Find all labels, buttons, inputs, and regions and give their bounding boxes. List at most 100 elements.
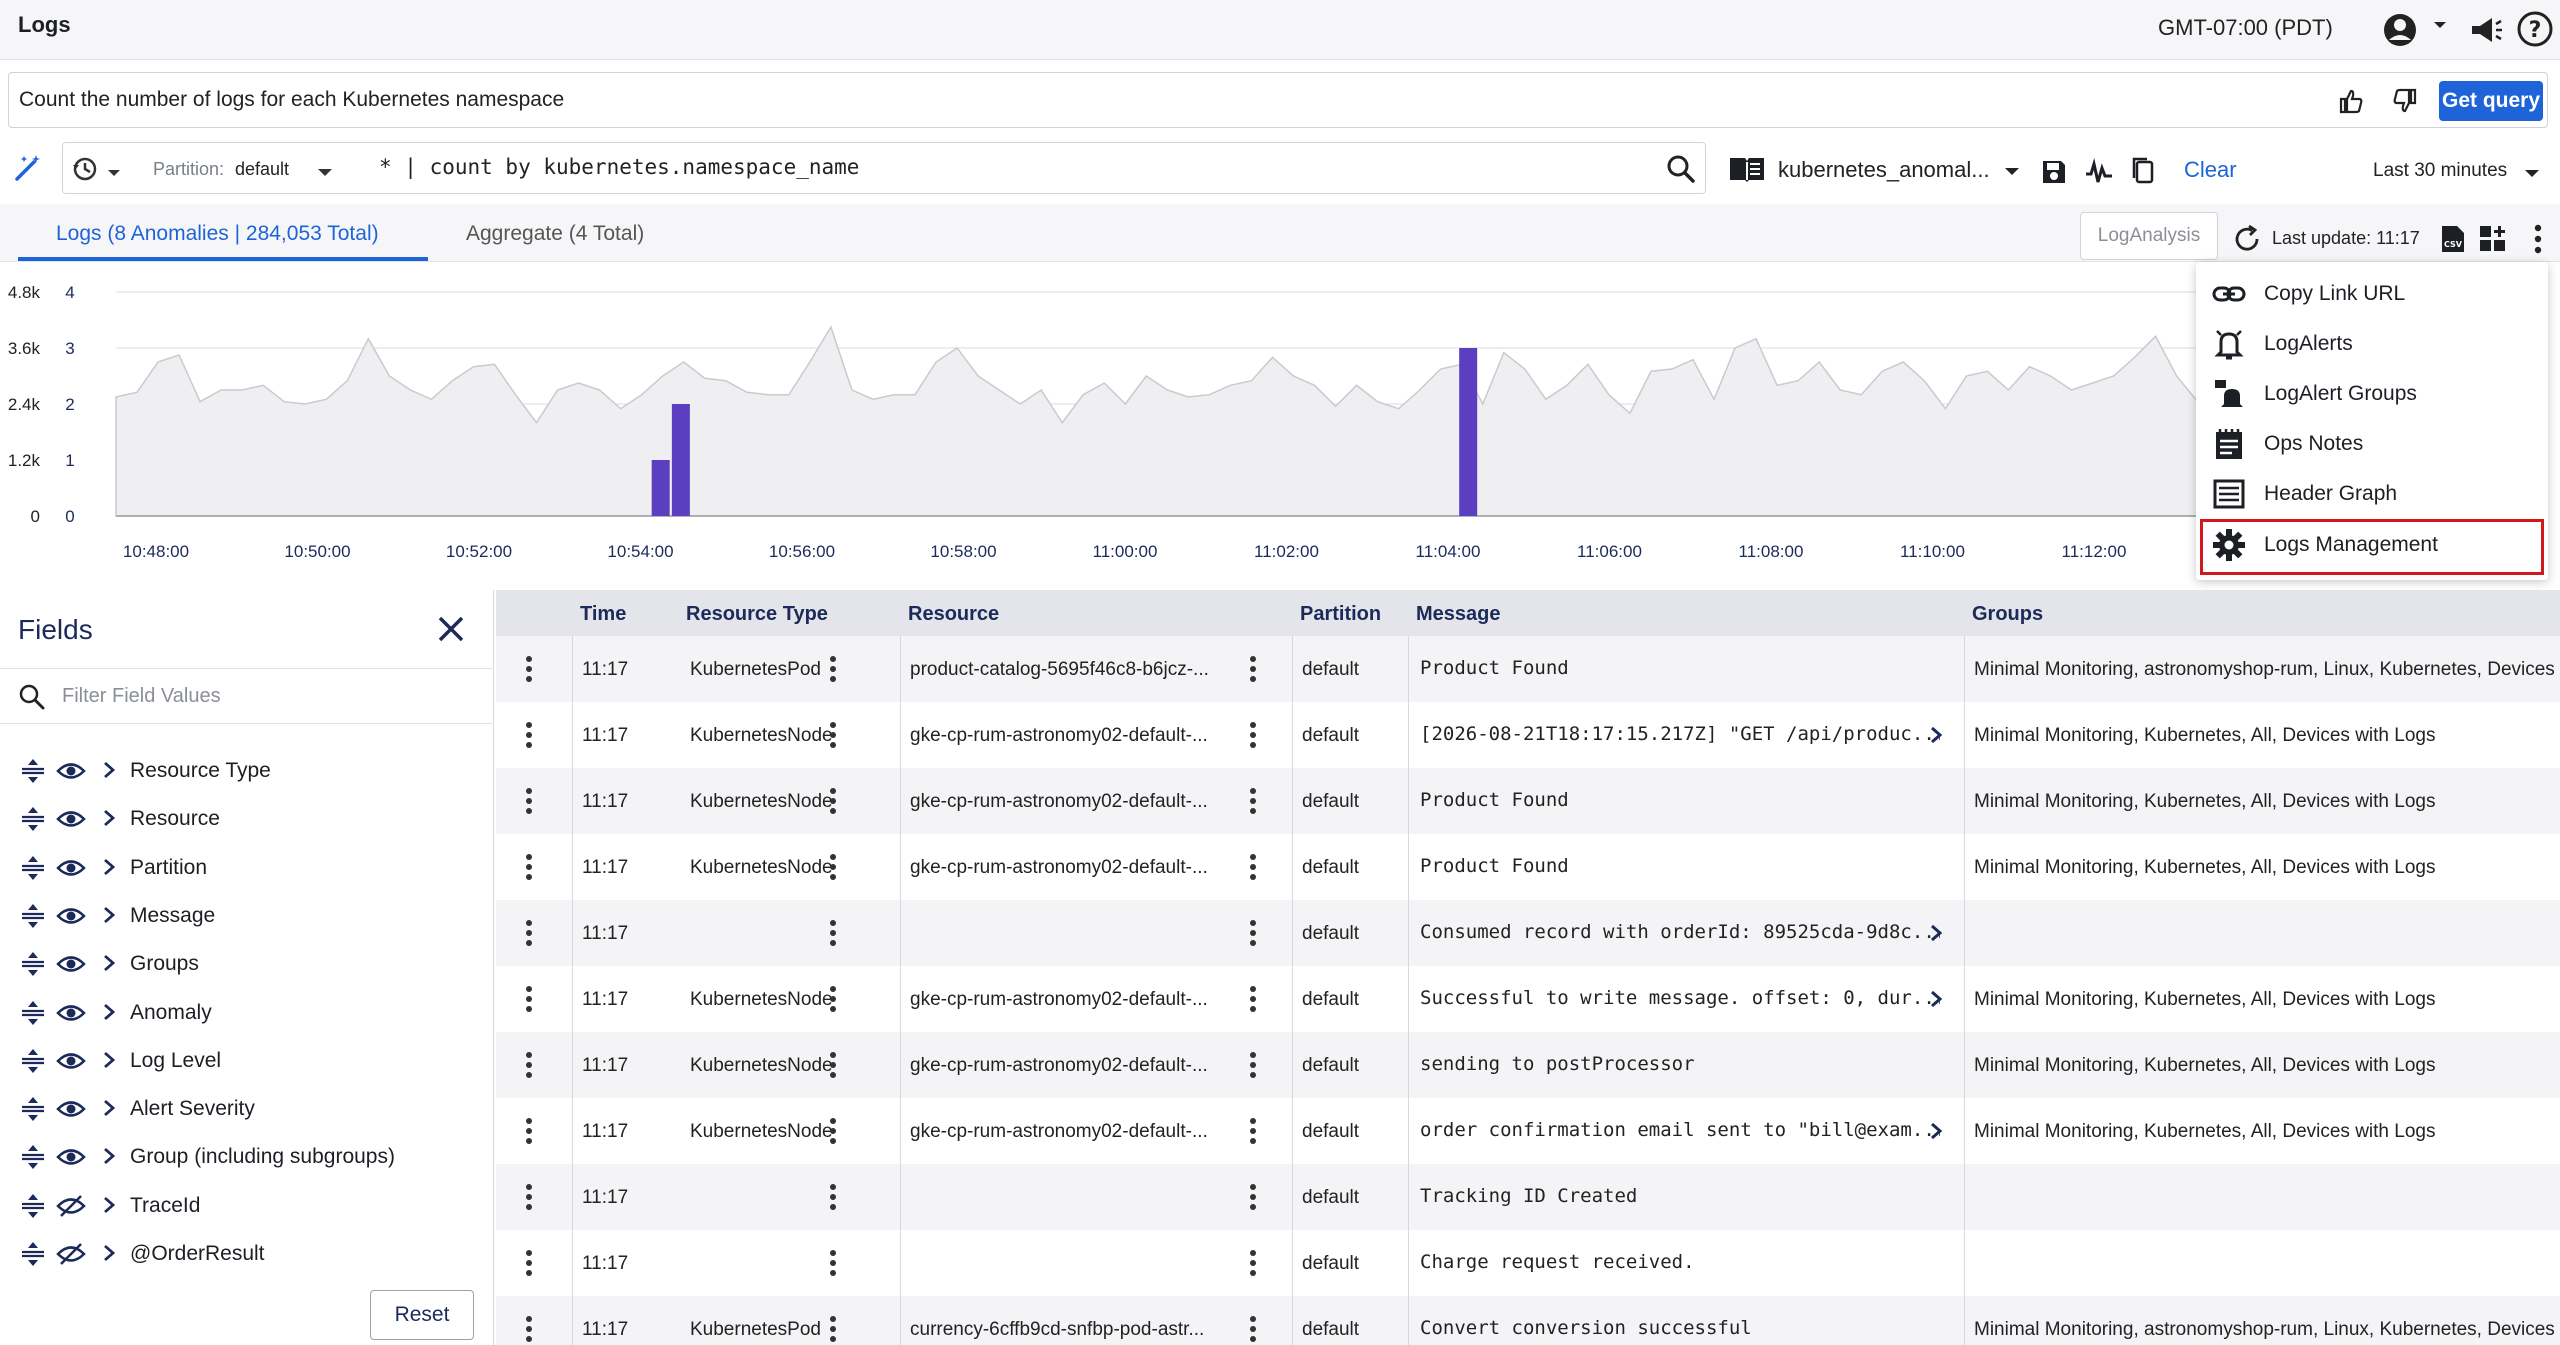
table-row[interactable]: 11:17 KubernetesNode gke-cp-rum-astronomy0… [496, 1098, 2560, 1164]
csv-export-icon[interactable]: CSV [2440, 224, 2466, 259]
resource-kebab-icon[interactable] [1250, 1250, 1256, 1276]
timezone-selector[interactable]: GMT-07:00 (PDT) [2158, 15, 2333, 40]
tab-logs[interactable]: Logs (8 Anomalies | 284,053 Total) [56, 222, 379, 245]
eye-icon[interactable] [56, 808, 86, 835]
thumbs-up-icon[interactable] [2335, 85, 2367, 122]
row-actions-kebab-icon[interactable] [526, 854, 532, 880]
magic-wand-icon[interactable] [12, 152, 44, 189]
get-query-button[interactable]: Get query [2439, 81, 2543, 121]
row-actions-kebab-icon[interactable] [526, 1052, 532, 1078]
drag-handle-icon[interactable] [20, 758, 46, 789]
field-row[interactable]: Resource Type [0, 746, 494, 794]
row-actions-kebab-icon[interactable] [526, 986, 532, 1012]
column-header-resource-type[interactable]: Resource Type [686, 603, 828, 625]
log-volume-area[interactable] [115, 325, 2451, 517]
eye-icon[interactable] [56, 953, 86, 980]
menu-item-logalerts[interactable]: LogAlerts [2196, 318, 2548, 368]
chevron-right-icon[interactable] [102, 1003, 116, 1026]
resource-type-kebab-icon[interactable] [830, 656, 836, 682]
reset-button[interactable]: Reset [370, 1290, 474, 1340]
thumbs-down-icon[interactable] [2389, 85, 2421, 122]
eye-icon[interactable] [56, 1002, 86, 1029]
resource-type-kebab-icon[interactable] [830, 788, 836, 814]
field-row[interactable]: Message [0, 891, 494, 939]
eye-icon[interactable] [56, 1050, 86, 1077]
menu-item-ops-notes[interactable]: Ops Notes [2196, 418, 2548, 468]
resource-type-kebab-icon[interactable] [830, 986, 836, 1012]
row-actions-kebab-icon[interactable] [526, 1184, 532, 1210]
copy-icon[interactable] [2130, 156, 2156, 191]
expand-message-icon[interactable] [1930, 726, 1943, 750]
column-header-resource[interactable]: Resource [908, 603, 1000, 625]
anomaly-bar[interactable] [671, 404, 690, 516]
resource-type-kebab-icon[interactable] [830, 1184, 836, 1210]
account-dropdown-icon[interactable] [2432, 18, 2448, 36]
partition-dropdown-icon[interactable] [317, 165, 333, 183]
query-input-box[interactable]: Partition: default * | count by kubernet… [62, 142, 1706, 194]
natural-language-prompt[interactable]: Count the number of logs for each Kubern… [8, 72, 2548, 128]
more-options-icon[interactable] [2534, 224, 2542, 259]
row-actions-kebab-icon[interactable] [526, 788, 532, 814]
table-row[interactable]: 11:17 KubernetesNode gke-cp-rum-astronomy0… [496, 966, 2560, 1032]
chevron-right-icon[interactable] [102, 954, 116, 977]
drag-handle-icon[interactable] [20, 1048, 46, 1079]
resource-type-kebab-icon[interactable] [830, 1316, 836, 1342]
resource-kebab-icon[interactable] [1250, 1316, 1256, 1342]
field-row[interactable]: Resource [0, 794, 494, 842]
column-header-partition[interactable]: Partition [1300, 603, 1382, 625]
help-icon[interactable]: ? [2516, 10, 2554, 53]
resource-type-kebab-icon[interactable] [830, 1250, 836, 1276]
column-header-message[interactable]: Message [1416, 603, 1501, 625]
search-icon[interactable] [1665, 153, 1697, 190]
log-volume-chart[interactable]: 4.8k 4 3.6k 3 2.4k 2 1.2k 1 0 0 10:48:00 10:50:00 10… [0, 262, 2560, 588]
dataset-selector[interactable]: kubernetes_anomal... [1778, 157, 1990, 182]
drag-handle-icon[interactable] [20, 903, 46, 934]
chevron-right-icon[interactable] [102, 1099, 116, 1122]
resource-kebab-icon[interactable] [1250, 656, 1256, 682]
column-header-time[interactable]: Time [580, 603, 627, 625]
chevron-right-icon[interactable] [102, 1244, 116, 1267]
drag-handle-icon[interactable] [20, 1193, 46, 1224]
menu-item-copy-link-url[interactable]: Copy Link URL [2196, 268, 2548, 318]
table-row[interactable]: 11:17 KubernetesNode gke-cp-rum-astronomy0… [496, 768, 2560, 834]
table-row[interactable]: 11:17 KubernetesPod currency-6cffb9cd-snfb… [496, 1296, 2560, 1345]
close-icon[interactable] [436, 614, 466, 649]
resource-kebab-icon[interactable] [1250, 854, 1256, 880]
resource-kebab-icon[interactable] [1250, 920, 1256, 946]
query-text-input[interactable]: * | count by kubernetes.namespace_name [379, 155, 860, 179]
table-row[interactable]: 11:17 KubernetesPod product-catalog-5695f4… [496, 636, 2560, 702]
time-range-selector[interactable]: Last 30 minutes [2373, 160, 2508, 181]
history-dropdown-icon[interactable] [107, 165, 121, 183]
add-widget-icon[interactable] [2478, 224, 2508, 259]
chevron-right-icon[interactable] [102, 858, 116, 881]
drag-handle-icon[interactable] [20, 1000, 46, 1031]
chevron-right-icon[interactable] [102, 809, 116, 832]
log-analysis-button[interactable]: LogAnalysis [2080, 212, 2218, 260]
column-header-groups[interactable]: Groups [1972, 603, 2044, 625]
table-row[interactable]: 11:17 default Tracking ID Created [496, 1164, 2560, 1230]
field-row[interactable]: Group (including subgroups) [0, 1132, 494, 1180]
drag-handle-icon[interactable] [20, 1144, 46, 1175]
partition-value[interactable]: default [235, 159, 290, 179]
anomaly-bar[interactable] [1459, 348, 1478, 516]
dataset-book-icon[interactable] [1728, 154, 1766, 189]
field-row[interactable]: Log Level [0, 1036, 494, 1084]
field-row[interactable]: Anomaly [0, 988, 494, 1036]
history-icon[interactable] [71, 155, 101, 188]
table-row[interactable]: 11:17 KubernetesNode gke-cp-rum-astronomy0… [496, 834, 2560, 900]
waveform-icon[interactable] [2084, 158, 2114, 191]
resource-kebab-icon[interactable] [1250, 788, 1256, 814]
anomaly-bar[interactable] [651, 460, 670, 516]
account-icon[interactable] [2380, 10, 2420, 55]
row-actions-kebab-icon[interactable] [526, 656, 532, 682]
row-actions-kebab-icon[interactable] [526, 1250, 532, 1276]
drag-handle-icon[interactable] [20, 951, 46, 982]
chevron-right-icon[interactable] [102, 1147, 116, 1170]
row-actions-kebab-icon[interactable] [526, 920, 532, 946]
tab-aggregate[interactable]: Aggregate (4 Total) [466, 222, 645, 245]
eye-icon[interactable] [56, 905, 86, 932]
resource-kebab-icon[interactable] [1250, 722, 1256, 748]
time-range-dropdown-icon[interactable] [2524, 166, 2540, 184]
resource-type-kebab-icon[interactable] [830, 1052, 836, 1078]
row-actions-kebab-icon[interactable] [526, 1316, 532, 1342]
